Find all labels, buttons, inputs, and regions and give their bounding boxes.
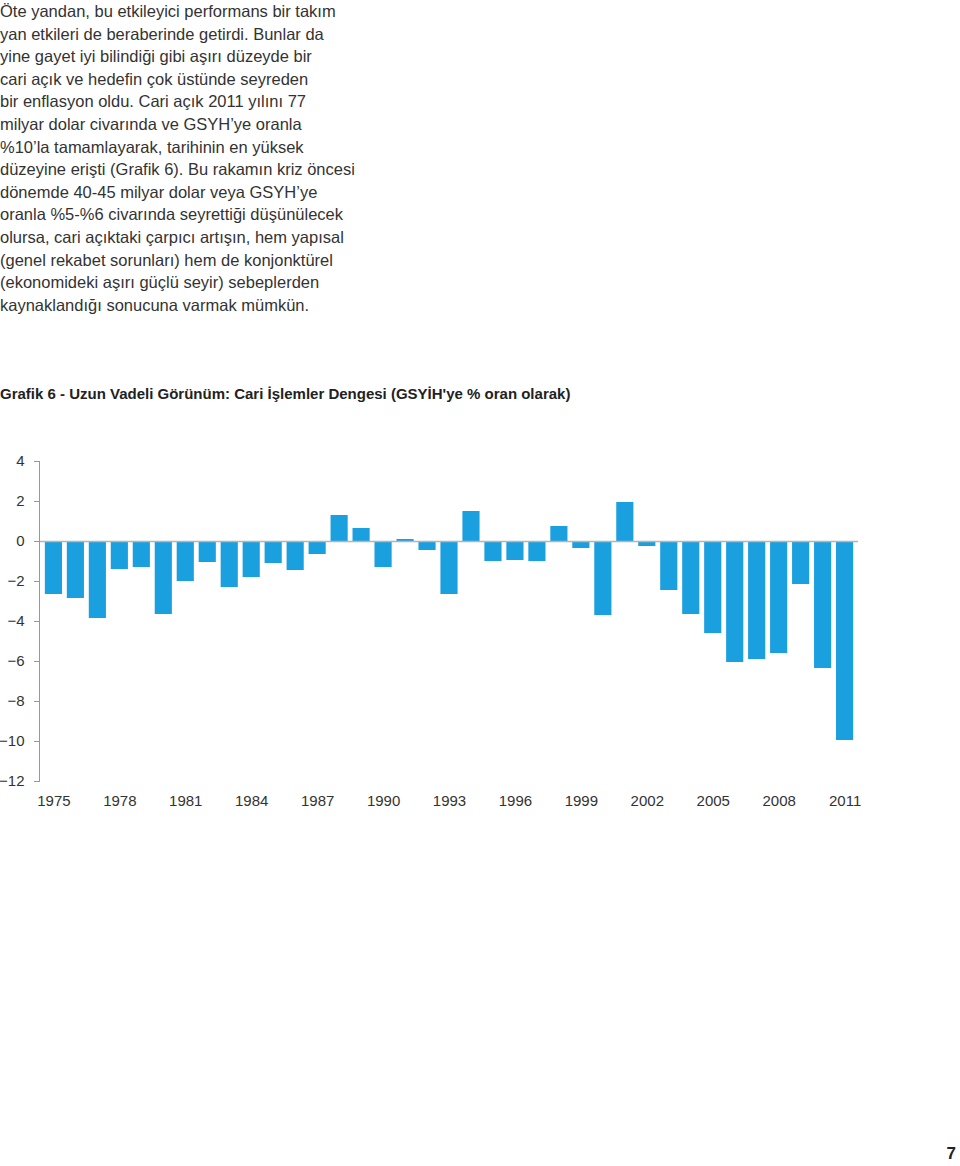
html-text:Grafik 6 - Uzun Vadeli Görünüm: Grafik 6 - Uzun Vadeli Görünüm: Cari İşl… (0, 385, 571, 402)
svg-text:1999: 1999 (565, 792, 598, 809)
svg-text:−4: −4 (7, 612, 24, 629)
html-text:kaynaklandığı sonucuna varmak: kaynaklandığı sonucuna varmak mümkün. (0, 295, 310, 314)
svg-text:−12: −12 (0, 772, 25, 789)
html-text:oranla %5-%6 civarında seyrett: oranla %5-%6 civarında seyrettiği düşünü… (0, 205, 343, 224)
svg-text:2005: 2005 (697, 792, 730, 809)
svg-text:1993: 1993 (433, 792, 466, 809)
html-text:(ekonomideki aşırı güçlü seyir: (ekonomideki aşırı güçlü seyir) sebepler… (0, 273, 320, 292)
svg-text:−6: −6 (7, 652, 24, 669)
html-text:olursa, cari açıktaki çarpıcı: olursa, cari açıktaki çarpıcı artışın, h… (0, 227, 344, 246)
html-text:milyar dolar civarında ve GSYH: milyar dolar civarında ve GSYH’ye oranla (0, 115, 302, 133)
html-text:bir enflasyon oldu. Cari açık: bir enflasyon oldu. Cari açık 2011 yılın… (0, 92, 306, 111)
svg-text:1975: 1975 (37, 792, 70, 809)
svg-text:4: 4 (16, 452, 24, 469)
svg-text:0: 0 (16, 532, 24, 549)
svg-text:2: 2 (16, 492, 24, 509)
svg-text:1996: 1996 (499, 792, 532, 809)
html-text:(genel rekabet sorunları) hem: (genel rekabet sorunları) hem de konjonk… (0, 250, 333, 269)
svg-text:1987: 1987 (301, 792, 334, 809)
svg-text:2008: 2008 (762, 792, 795, 809)
html-text:7: 7 (946, 1144, 956, 1163)
svg-text:1978: 1978 (103, 792, 136, 809)
html-text:%10’la tamamlayarak, tarihinin: %10’la tamamlayarak, tarihinin en yüksek (0, 137, 304, 156)
svg-text:2002: 2002 (631, 792, 664, 809)
html-text:dönemde 40-45 milyar dolar vey: dönemde 40-45 milyar dolar veya GSYH’ye (0, 182, 318, 201)
svg-text:2011: 2011 (829, 792, 861, 809)
svg-text:−8: −8 (7, 692, 24, 709)
svg-text:1984: 1984 (235, 792, 268, 809)
svg-text:−10: −10 (0, 732, 25, 749)
html-text:cari açık ve hedefin çok üstün: cari açık ve hedefin çok üstünde seyrede… (0, 69, 309, 88)
svg-text:1990: 1990 (367, 792, 400, 809)
html-text:Öte yandan, bu etkileyici perf: Öte yandan, bu etkileyici performans bir… (0, 2, 336, 20)
html-text:yan etkileri de beraberinde ge: yan etkileri de beraberinde getirdi. Bun… (0, 24, 324, 43)
svg-text:1981: 1981 (169, 792, 202, 809)
html-text:düzeyine erişti (Grafik 6). Bu: düzeyine erişti (Grafik 6). Bu rakamın k… (0, 160, 355, 179)
html-text:yine gayet iyi bilindiği gibi: yine gayet iyi bilindiği gibi aşırı düze… (0, 47, 312, 66)
svg-text:−2: −2 (7, 572, 24, 589)
